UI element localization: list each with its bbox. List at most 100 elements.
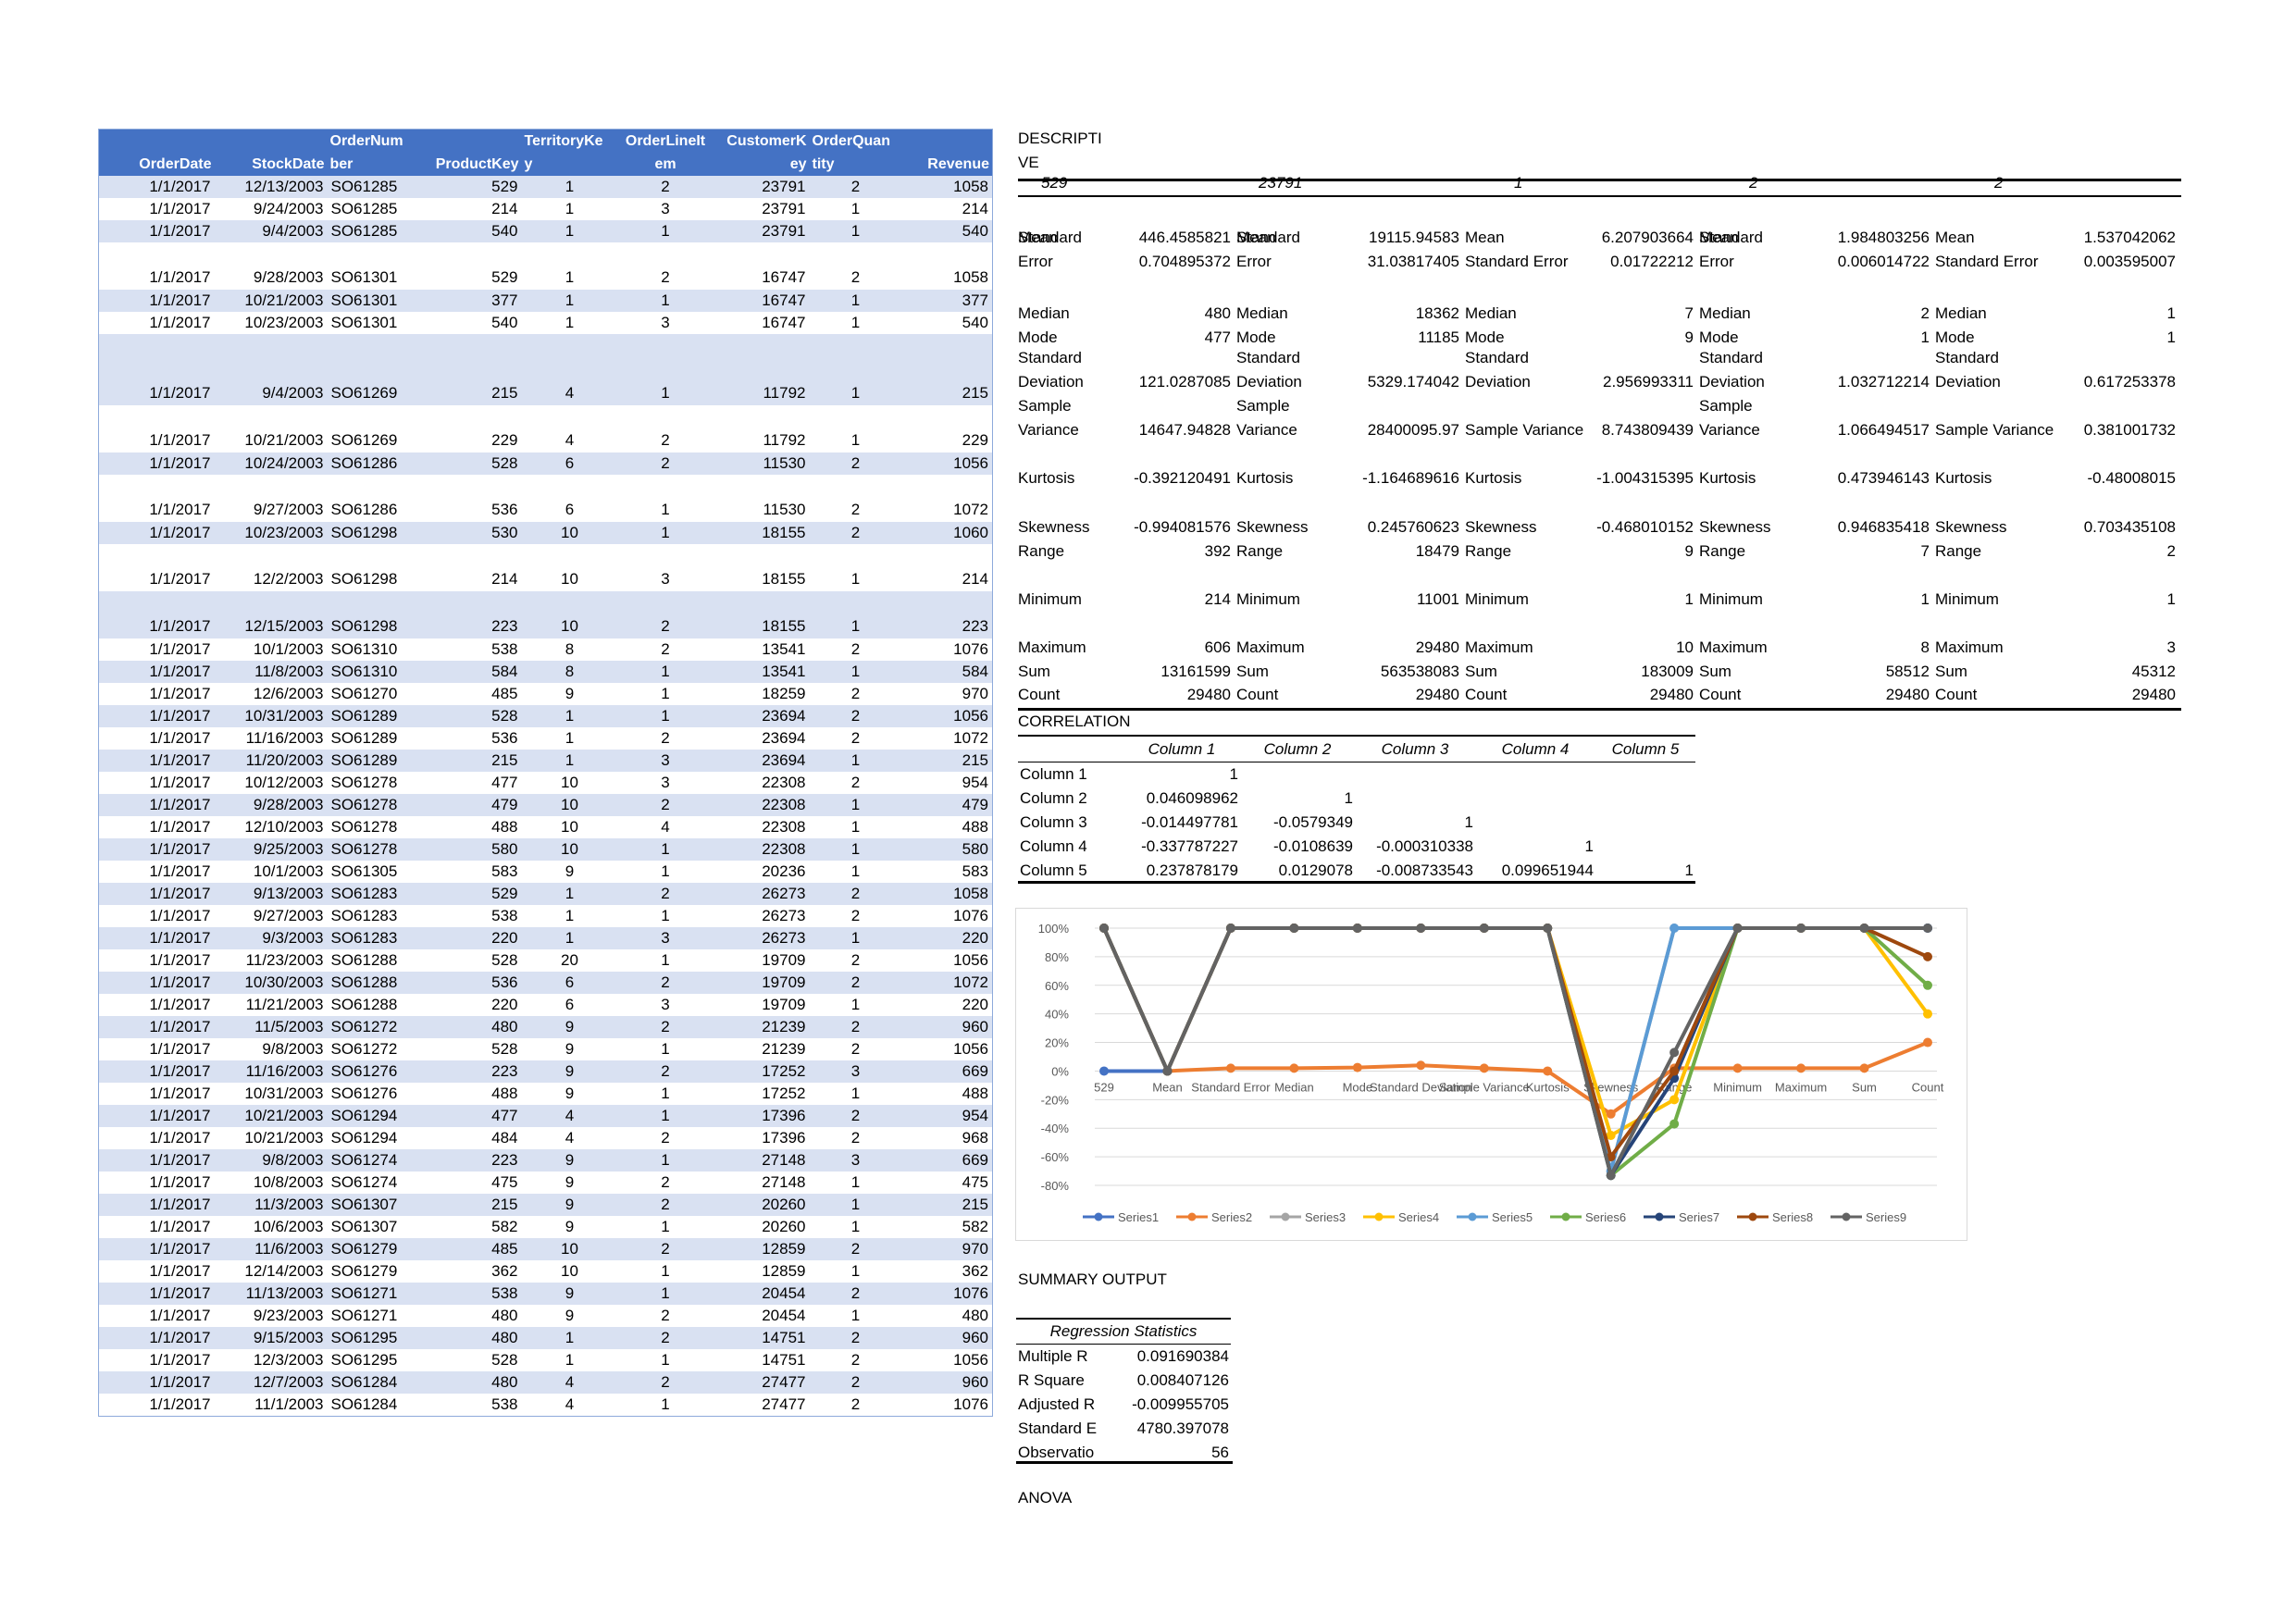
- table-row: 1/1/2017 9/8/2003 SO61274 223 9 1 27148 3 669: [98, 1149, 993, 1172]
- table-cell: 582: [491, 1218, 518, 1235]
- stat-label: Sum: [1465, 663, 1497, 680]
- table-cell: 479: [901, 794, 993, 816]
- table-cell: SO61276: [330, 1085, 398, 1102]
- stat-label: Standard Error: [1236, 229, 1300, 270]
- stat-value: 28400095.97: [1367, 421, 1459, 439]
- table-row: 1/1/2017 12/14/2003 SO61279 362 10 1 12859 1 362: [99, 1260, 993, 1283]
- table-cell: 1: [661, 907, 670, 924]
- stat-label: Maximum: [1236, 638, 1305, 656]
- regression-label: Adjusted R: [1018, 1395, 1096, 1413]
- table-cell: SO61289: [327, 705, 424, 727]
- stat-value: 29480: [1415, 686, 1459, 703]
- table-cell: 229: [962, 431, 988, 449]
- table-cell: 1/1/2017: [149, 774, 211, 791]
- table-cell: 11/13/2003: [214, 1283, 328, 1305]
- correlation-value: -0.008733543: [1376, 862, 1473, 879]
- table-cell: 12/7/2003: [214, 1371, 328, 1394]
- legend-label: Series4: [1398, 1210, 1439, 1224]
- table-cell: SO61286: [327, 452, 424, 475]
- stat-value: -1.004315395: [1596, 469, 1694, 487]
- table-cell: 2: [850, 685, 861, 702]
- stat-label: Kurtosis: [1935, 469, 1992, 487]
- legend-label: Series6: [1585, 1210, 1626, 1224]
- table-cell: 10/31/2003: [214, 705, 328, 727]
- table-cell: 10/1/2003: [253, 862, 324, 880]
- stat-value: 29480: [2131, 686, 2176, 703]
- series-line-7: [1102, 926, 1928, 1178]
- stat-label: Range: [1699, 542, 1746, 560]
- stat-label: Mean: [1465, 229, 1505, 246]
- stat-label: Skewness: [1699, 518, 1771, 536]
- table-cell: 538: [423, 1283, 522, 1305]
- table-cell: 540: [423, 220, 522, 242]
- table-cell: 583: [491, 862, 518, 880]
- table-cell: 9: [521, 1194, 618, 1216]
- table-cell: 1/1/2017: [98, 452, 215, 475]
- correlation-row: Column 2 0.046098962 1: [1018, 787, 1695, 811]
- table-cell: 2: [661, 1307, 670, 1324]
- descriptive-header-rule: [1018, 195, 2181, 197]
- table-cell: 1/1/2017: [98, 705, 215, 727]
- table-cell: 20454: [713, 1283, 810, 1305]
- table-cell: 11792: [763, 431, 806, 449]
- stat-label: Standard Deviation: [1935, 349, 2001, 391]
- table-cell: SO61278: [330, 818, 398, 836]
- series-line-3: [1102, 926, 1928, 1173]
- table-cell: 3: [661, 200, 670, 217]
- table-cell: 9/25/2003: [214, 838, 328, 861]
- table-cell: 1056: [901, 452, 993, 475]
- table-cell: 214: [962, 570, 988, 588]
- stat-label: Minimum: [1236, 590, 1300, 608]
- table-row: 1/1/2017 12/3/2003 SO61295 528 1 1 14751 2 1056: [99, 1349, 993, 1371]
- orders-header-text: OrderQuan: [812, 133, 890, 149]
- table-cell: 2: [617, 1016, 714, 1038]
- table-cell: 10/8/2003: [253, 1173, 324, 1191]
- orders-header-text: OrderLineIt: [625, 133, 706, 149]
- stat-label: Skewness: [1935, 518, 2007, 536]
- stat-label: Mode: [1699, 329, 1739, 346]
- table-cell: 4: [521, 334, 618, 405]
- correlation-value: [1240, 762, 1355, 787]
- stat-value: 58512: [1885, 663, 1930, 680]
- table-cell: 538: [491, 640, 518, 658]
- table-cell: SO61298: [327, 591, 424, 638]
- series-point: [1225, 1063, 1235, 1073]
- table-row: 1/1/2017 12/2/2003 SO61298 214 10 3 18155 1 214: [99, 544, 993, 591]
- descriptive-title: DESCRIPTI VE: [1018, 127, 1102, 175]
- stat-label: Median: [1018, 304, 1070, 322]
- table-cell: 970: [962, 685, 988, 702]
- stat-label: Maximum: [1465, 638, 1533, 656]
- table-cell: 1/1/2017: [98, 522, 215, 544]
- table-cell: 1072: [953, 729, 988, 747]
- series-point: [1606, 1109, 1616, 1119]
- series-point: [1796, 924, 1806, 933]
- table-cell: 2: [617, 794, 714, 816]
- regression-label: Multiple R: [1018, 1347, 1088, 1365]
- table-cell: 536: [491, 501, 518, 518]
- stat-label: Sample Variance: [1935, 421, 2054, 439]
- table-cell: 229: [491, 431, 518, 449]
- table-cell: 223: [901, 591, 993, 638]
- table-cell: 11/16/2003: [245, 729, 324, 747]
- table-cell: 10/23/2003: [244, 314, 324, 331]
- table-row: 1/1/2017 10/1/2003 SO61310 538 8 2 13541 2 1076: [99, 638, 993, 661]
- series-point: [1923, 951, 1932, 961]
- stat-value: 214: [1204, 590, 1231, 608]
- table-cell: 1/1/2017: [149, 1395, 211, 1413]
- table-cell: 1: [809, 927, 902, 949]
- correlation-value: -0.0579349: [1272, 813, 1353, 831]
- table-cell: 9/28/2003: [253, 268, 324, 286]
- table-row: 1/1/2017 10/23/2003 SO61298 530 10 1 18155 2 106…: [98, 522, 993, 544]
- table-cell: 1/1/2017: [149, 685, 211, 702]
- table-cell: 529: [423, 176, 522, 198]
- table-row: 1/1/2017 10/21/2003 SO61269 229 4 2 11792 1 229: [99, 405, 993, 452]
- table-cell: SO61283: [327, 883, 424, 905]
- series-line-9: [1102, 926, 1928, 1178]
- table-cell: 17252: [713, 1060, 810, 1083]
- stat-value: 9: [1684, 329, 1694, 346]
- correlation-row-label: Column 3: [1020, 813, 1087, 831]
- table-cell: 2: [850, 774, 861, 791]
- table-row: 1/1/2017 11/1/2003 SO61284 538 4 1 27477 2 1076: [99, 1394, 993, 1417]
- correlation-value: 0.237878179: [1146, 862, 1238, 879]
- correlation-value: [1355, 787, 1475, 811]
